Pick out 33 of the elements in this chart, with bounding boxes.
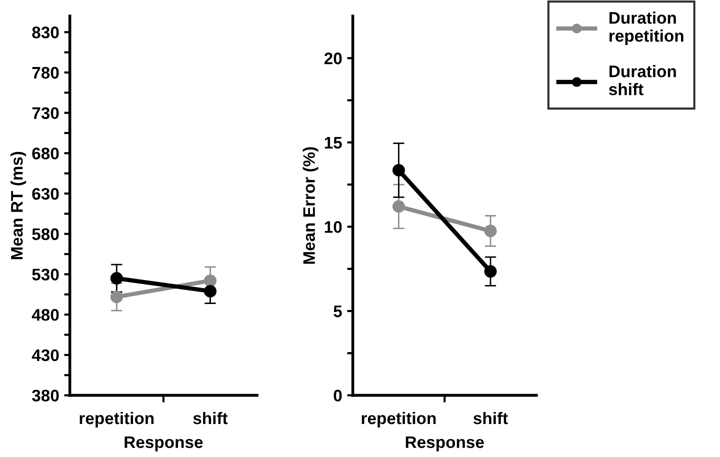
point xyxy=(392,200,405,213)
y-tick-label: 680 xyxy=(32,148,59,160)
y-tick-label: 5 xyxy=(334,306,342,318)
x-tick-label: repetition xyxy=(80,412,154,428)
y-axis-title: Mean RT (ms) xyxy=(10,152,26,260)
y-tick-label: 780 xyxy=(32,66,59,79)
y-tick-label: 20 xyxy=(324,52,342,64)
y-tick-label: 630 xyxy=(32,188,59,200)
y-tick-label: 830 xyxy=(32,26,59,38)
y-tick-label: 0 xyxy=(334,390,342,402)
y-tick-label: 730 xyxy=(32,107,59,120)
legend-label: Duration shift xyxy=(608,65,676,96)
point xyxy=(110,290,123,304)
y-tick-label: 480 xyxy=(32,309,59,321)
point xyxy=(484,224,497,238)
x-axis-title: Response xyxy=(406,436,484,452)
y-axis-title: Mean Error (%) xyxy=(302,147,318,264)
point xyxy=(392,164,405,176)
x-tick-label: repetition xyxy=(362,412,436,428)
y-tick-label: 430 xyxy=(32,349,59,362)
x-axis-title: Response xyxy=(124,436,203,452)
point xyxy=(110,272,123,285)
y-tick-label: 10 xyxy=(324,221,342,233)
legend-label: Duration repetition xyxy=(610,12,684,46)
x-tick-label: shift xyxy=(193,412,228,424)
point xyxy=(484,265,497,278)
point xyxy=(204,284,216,298)
point xyxy=(204,274,216,287)
y-tick-label: 15 xyxy=(324,137,342,149)
y-tick-label: 580 xyxy=(32,228,59,240)
x-tick-label: shift xyxy=(473,412,508,424)
y-tick-label: 530 xyxy=(32,268,59,280)
y-tick-label: 380 xyxy=(32,390,59,402)
